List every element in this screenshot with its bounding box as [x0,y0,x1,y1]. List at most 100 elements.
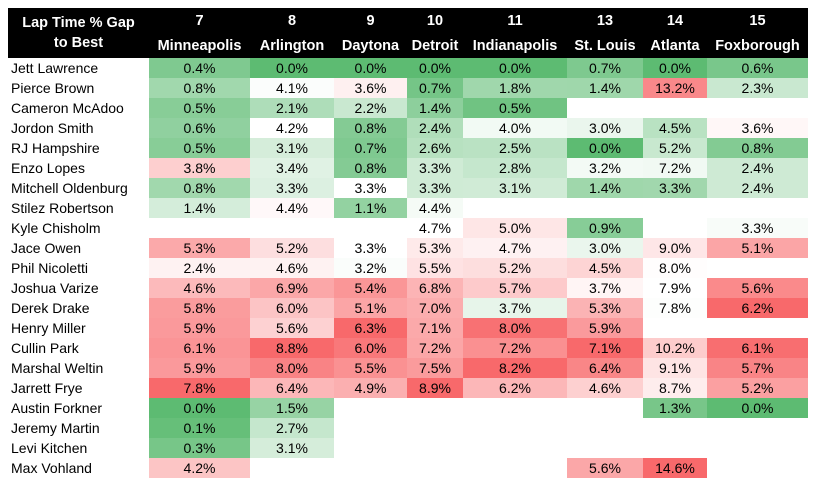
gap-cell: 8.2% [463,358,567,378]
rider-name: Phil Nicoletti [8,258,149,278]
rider-name: Jett Lawrence [8,58,149,78]
gap-cell [463,418,567,438]
table-title-line2: to Best [53,35,104,51]
gap-cell: 5.2% [463,258,567,278]
gap-cell [567,418,643,438]
gap-cell: 0.1% [149,418,250,438]
gap-cell [567,98,643,118]
gap-cell: 0.8% [334,118,407,138]
gap-cell [707,438,808,458]
rider-name: Jeremy Martin [8,418,149,438]
gap-cell: 2.2% [334,98,407,118]
gap-cell: 0.5% [149,98,250,118]
gap-cell: 9.0% [643,238,707,258]
gap-cell: 2.4% [149,258,250,278]
header-venue-row: Minneapolis Arlington Daytona Detroit In… [8,33,808,58]
gap-cell: 5.9% [149,318,250,338]
gap-cell: 1.4% [407,98,463,118]
table-row: Jordon Smith 0.6% 4.2% 0.8% 2.4% 4.0% 3.0% 4.5%… [8,118,808,138]
gap-cell [707,198,808,218]
gap-cell: 1.1% [334,198,407,218]
rider-name: Marshal Weltin [8,358,149,378]
gap-cell: 1.8% [463,78,567,98]
header-round-row: Lap Time % Gap to Best 7 8 9 10 11 13 14… [8,8,808,58]
gap-cell: 5.3% [567,298,643,318]
gap-cell: 7.2% [643,158,707,178]
gap-cell: 0.0% [334,58,407,78]
gap-cell: 2.6% [407,138,463,158]
table-row: RJ Hampshire 0.5% 3.1% 0.7% 2.6% 2.5% 0.0% 5.2%… [8,138,808,158]
table-row: Enzo Lopes 3.8% 3.4% 0.8% 3.3% 2.8% 3.2% 7.2% 2.… [8,158,808,178]
gap-cell: 8.0% [250,358,334,378]
gap-cell: 2.7% [250,418,334,438]
gap-cell: 0.7% [334,138,407,158]
gap-cell: 0.6% [149,118,250,138]
gap-cell: 1.4% [567,178,643,198]
venue-name: Indianapolis [463,33,567,58]
gap-cell: 2.4% [707,178,808,198]
rider-name: Mitchell Oldenburg [8,178,149,198]
gap-cell [643,218,707,238]
table-row: Jace Owen 5.3% 5.2% 3.3% 5.3% 4.7% 3.0% 9.0% 5.1… [8,238,808,258]
gap-cell: 7.8% [643,298,707,318]
rider-name: Enzo Lopes [8,158,149,178]
rider-name: Austin Forkner [8,398,149,418]
gap-cell: 4.5% [643,118,707,138]
gap-cell: 5.2% [707,378,808,398]
rider-name: Henry Miller [8,318,149,338]
gap-cell: 5.5% [334,358,407,378]
gap-cell: 5.6% [567,458,643,478]
table-row: Kyle Chisholm 4.7% 5.0% 0.9% 3.3% [8,218,808,238]
table-row: Jarrett Frye 7.8% 6.4% 4.9% 8.9% 6.2% 4.6% 8.7%… [8,378,808,398]
gap-cell: 3.1% [463,178,567,198]
round-number: 15 [707,8,808,33]
gap-cell: 0.0% [643,58,707,78]
table-row: Marshal Weltin 5.9% 8.0% 5.5% 7.5% 8.2% 6.4% 9.… [8,358,808,378]
table-title-line1: Lap Time % Gap [22,15,135,31]
gap-cell: 0.0% [250,58,334,78]
gap-cell: 9.1% [643,358,707,378]
gap-cell: 8.8% [250,338,334,358]
gap-cell: 5.9% [149,358,250,378]
gap-cell: 7.1% [407,318,463,338]
gap-cell [463,458,567,478]
gap-cell: 4.2% [250,118,334,138]
gap-cell: 3.7% [567,278,643,298]
gap-cell: 0.7% [567,58,643,78]
gap-cell: 6.4% [567,358,643,378]
gap-cell: 2.4% [707,158,808,178]
gap-cell: 5.3% [407,238,463,258]
gap-cell: 2.5% [463,138,567,158]
gap-cell: 3.8% [149,158,250,178]
gap-cell: 3.0% [567,118,643,138]
venue-name: Foxborough [707,33,808,58]
gap-cell: 1.4% [149,198,250,218]
gap-cell: 3.3% [250,178,334,198]
table-row: Levi Kitchen 0.3% 3.1% [8,438,808,458]
gap-cell: 4.7% [463,238,567,258]
gap-cell: 6.8% [407,278,463,298]
round-number: 14 [643,8,707,33]
table-row: Phil Nicoletti 2.4% 4.6% 3.2% 5.5% 5.2% 4.5% 8.… [8,258,808,278]
gap-cell: 14.6% [643,458,707,478]
gap-cell [334,418,407,438]
gap-cell [643,198,707,218]
gap-cell: 8.0% [643,258,707,278]
gap-cell: 6.2% [463,378,567,398]
gap-cell: 5.4% [334,278,407,298]
venue-name: Daytona [334,33,407,58]
gap-cell [250,218,334,238]
table-row: Cameron McAdoo 0.5% 2.1% 2.2% 1.4% 0.5% [8,98,808,118]
round-number: 7 [149,8,250,33]
table-row: Pierce Brown 0.8% 4.1% 3.6% 0.7% 1.8% 1.4% 13.2… [8,78,808,98]
round-number: 9 [334,8,407,33]
rider-name: Levi Kitchen [8,438,149,458]
gap-cell: 0.7% [407,78,463,98]
rider-name: Stilez Robertson [8,198,149,218]
gap-cell: 4.4% [250,198,334,218]
gap-cell: 6.0% [334,338,407,358]
round-number: 13 [567,8,643,33]
gap-cell: 2.1% [250,98,334,118]
rider-name: Joshua Varize [8,278,149,298]
table-row: Stilez Robertson 1.4% 4.4% 1.1% 4.4% [8,198,808,218]
